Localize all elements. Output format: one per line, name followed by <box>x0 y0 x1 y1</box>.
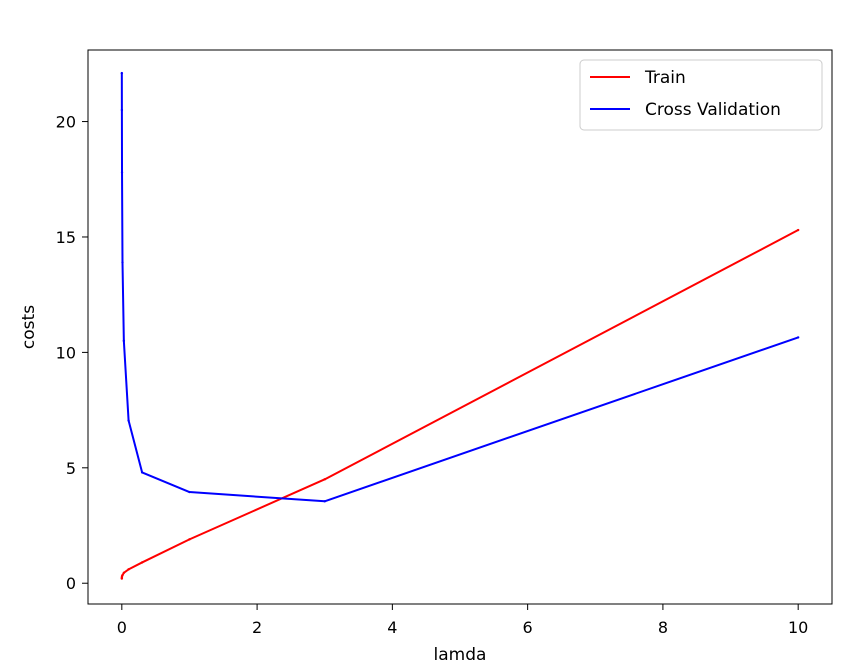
legend-box <box>579 59 823 131</box>
train-point <box>122 571 126 575</box>
cross-validation-point <box>120 108 124 112</box>
legend-label-cross-validation: Cross Validation <box>645 100 781 120</box>
train-point <box>796 228 800 232</box>
legend: Train Cross Validation <box>579 59 823 131</box>
cross-validation-point <box>127 419 130 422</box>
x-tick-label: 8 <box>658 618 668 637</box>
train-point <box>121 573 124 577</box>
x-axis: 0 2 4 6 8 10 <box>117 604 808 637</box>
y-axis: 0 5 10 15 20 <box>56 113 88 593</box>
cross-validation-point <box>323 500 326 503</box>
x-axis-label: lamda <box>434 645 487 664</box>
y-tick-label: 0 <box>66 574 76 593</box>
train-point <box>140 561 144 564</box>
legend-label-train: Train <box>644 68 686 88</box>
y-tick-label: 20 <box>56 113 76 132</box>
cross-validation-point <box>120 171 124 174</box>
plot-frame <box>87 49 833 605</box>
y-tick-label: 15 <box>56 228 76 247</box>
cross-validation-point <box>140 471 144 474</box>
train-point <box>323 478 326 481</box>
x-tick-label: 10 <box>788 618 808 637</box>
cross-validation-point <box>120 71 124 75</box>
x-tick-label: 4 <box>387 618 397 637</box>
cross-validation-line <box>120 73 799 503</box>
cross-validation-point <box>122 339 126 343</box>
x-tick-label: 0 <box>117 618 127 637</box>
series-layer <box>120 71 800 580</box>
x-tick-label: 2 <box>252 618 262 637</box>
y-axis-label: costs <box>19 305 39 349</box>
x-tick-label: 6 <box>523 618 533 637</box>
y-tick-label: 5 <box>66 459 76 478</box>
train-point <box>127 568 130 571</box>
cross-validation-point <box>188 490 191 494</box>
cross-validation-point <box>796 336 800 339</box>
y-tick-label: 10 <box>56 343 76 362</box>
cross-validation-point <box>121 261 124 264</box>
train-point <box>188 538 191 541</box>
